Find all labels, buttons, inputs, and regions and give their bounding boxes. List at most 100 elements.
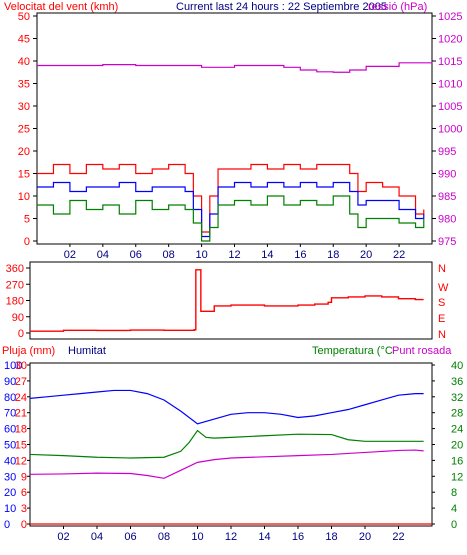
rain-tick: 3 [21,503,27,515]
wind-hour-tick: 14 [261,249,273,261]
rain-title: Pluja (mm) [2,345,55,357]
humidity-hour-tick: 04 [91,531,103,543]
rain-tick: 0 [21,519,27,531]
pressure-title: ressió (hPa) [368,1,427,13]
humidity-hour-tick: 02 [57,531,69,543]
temperature-tick: 28 [451,408,463,420]
humidity-hour-tick: 14 [258,531,270,543]
humidity-tick: 90 [4,376,16,388]
direction-degree-tick: 90 [12,312,24,324]
humidity-hour-tick: 08 [158,531,170,543]
humidity-tick: 0 [4,519,10,531]
rain-tick: 12 [15,455,27,467]
pressure-tick: 1020 [438,34,462,46]
temperature-tick: 24 [451,424,463,436]
temperature-tick: 20 [451,440,463,452]
pressure-tick: 980 [438,214,456,226]
temperature-tick: 32 [451,392,463,404]
direction-compass-label: W [438,282,449,294]
humidity-tick: 40 [4,455,16,467]
direction-series-line [30,269,424,332]
climate-series-2-line [29,449,424,479]
dewpoint-title: Punt rosada [392,345,452,357]
wind-series-3-line [37,195,425,242]
temperature-tick: 8 [451,487,457,499]
humidity-hour-tick: 22 [392,531,404,543]
direction-compass-label: S [438,297,445,309]
temperature-tick: 4 [451,503,457,515]
wind-hour-tick: 02 [64,249,76,261]
wind-hour-tick: 16 [294,249,306,261]
humidity-tick: 60 [4,424,16,436]
rain-tick: 9 [21,471,27,483]
humidity-tick: 20 [4,487,16,499]
direction-degree-tick: 180 [6,296,24,308]
humidity-hour-tick: 06 [124,531,136,543]
wind-hour-tick: 08 [163,249,175,261]
humidity-tick: 70 [4,408,16,420]
chart-title: Current last 24 hours : 22 Septiembre 20… [176,1,387,13]
humidity-tick: 30 [4,471,16,483]
wind-speed-tick: 35 [18,79,30,91]
rain-tick: 27 [15,376,27,388]
wind-speed-tick: 45 [18,34,30,46]
pressure-tick: 1015 [438,56,462,68]
pressure-tick: 1025 [438,11,462,23]
rain-tick: 24 [15,392,27,404]
direction-compass-label: N [438,263,446,275]
rain-tick: 6 [21,487,27,499]
wind-hour-tick: 12 [228,249,240,261]
pressure-tick: 995 [438,146,456,158]
wind-hour-tick: 18 [327,249,339,261]
climate-series-1-line [29,429,424,459]
humidity-hour-tick: 10 [191,531,203,543]
wind-speed-tick: 40 [18,56,30,68]
direction-degree-tick: 360 [6,263,24,275]
temperature-title: Temperatura (°C [312,345,393,357]
humidity-hour-tick: 12 [225,531,237,543]
direction-compass-label: E [438,313,445,325]
direction-compass-label: N [438,329,446,341]
wind-series-1-line [37,163,425,233]
direction-degree-tick: 270 [6,279,24,291]
panel-direction-frame [29,261,433,340]
direction-degree-tick: 0 [18,328,24,340]
temperature-tick: 12 [451,471,463,483]
rain-tick: 30 [15,360,27,372]
temperature-tick: 40 [451,360,463,372]
wind-speed-tick: 30 [18,101,30,113]
humidity-hour-tick: 18 [325,531,337,543]
rain-tick: 15 [15,440,27,452]
humidity-hour-tick: 16 [292,531,304,543]
wind-series-0-line [37,61,433,73]
temperature-tick: 36 [451,376,463,388]
humidity-tick: 50 [4,440,16,452]
wind-hour-tick: 06 [130,249,142,261]
pressure-tick: 985 [438,191,456,203]
panel-humidity-frame [29,362,433,527]
wind-speed-tick: 20 [18,146,30,158]
temperature-tick: 0 [451,519,457,531]
wind-hour-tick: 22 [393,249,405,261]
rain-tick: 18 [15,424,27,436]
humidity-hour-tick: 20 [359,531,371,543]
wind-speed-tick: 50 [18,11,30,23]
wind-hour-tick: 10 [195,249,207,261]
pressure-tick: 1000 [438,124,462,136]
wind-speed-title: Velocitat del vent (kmh) [4,1,118,13]
wind-speed-tick: 15 [18,169,30,181]
wind-hour-tick: 04 [97,249,109,261]
temperature-tick: 16 [451,455,463,467]
rain-tick: 21 [15,408,27,420]
wind-hour-tick: 20 [360,249,372,261]
wind-speed-tick: 5 [24,214,30,226]
wind-series-2-line [37,181,425,238]
humidity-tick: 100 [4,360,22,372]
climate-series-0-line [29,389,424,425]
humidity-title: Humitat [68,345,106,357]
pressure-tick: 1005 [438,101,462,113]
wind-speed-tick: 25 [18,124,30,136]
pressure-tick: 990 [438,169,456,181]
pressure-tick: 975 [438,236,456,248]
